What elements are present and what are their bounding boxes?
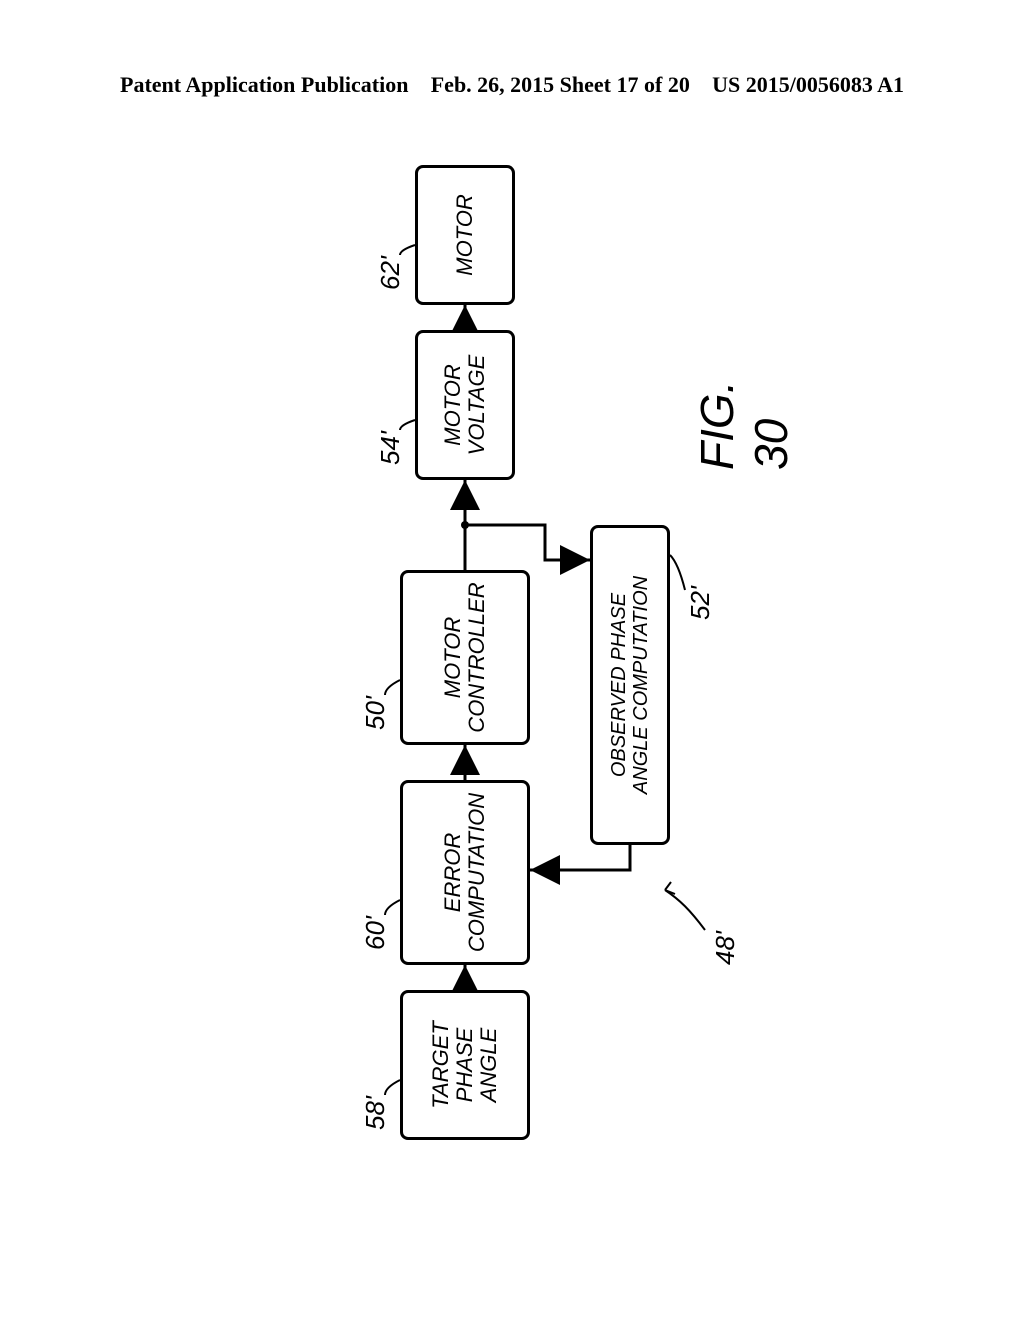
ref-50: 50': [360, 696, 391, 730]
block-label: MOTORCONTROLLER: [441, 582, 489, 732]
block-motor-controller: MOTORCONTROLLER: [400, 570, 530, 745]
block-label: MOTOR: [453, 194, 477, 275]
block-label: ERRORCOMPUTATION: [441, 793, 489, 952]
ref-54: 54': [375, 431, 406, 465]
block-label: MOTORVOLTAGE: [441, 355, 489, 456]
ref-58: 58': [360, 1096, 391, 1130]
figure-label: FIG. 30: [690, 340, 798, 470]
block-target-phase-angle: TARGETPHASEANGLE: [400, 990, 530, 1140]
block-label: TARGETPHASEANGLE: [429, 1021, 502, 1109]
block-observed-phase-angle: OBSERVED PHASEANGLE COMPUTATION: [590, 525, 670, 845]
block-error-computation: ERRORCOMPUTATION: [400, 780, 530, 965]
block-diagram: TARGETPHASEANGLE 58' ERRORCOMPUTATION 60…: [0, 340, 990, 1020]
header-left: Patent Application Publication: [120, 72, 408, 98]
header-center: Feb. 26, 2015 Sheet 17 of 20: [431, 72, 690, 98]
block-label: OBSERVED PHASEANGLE COMPUTATION: [608, 576, 652, 794]
ref-60: 60': [360, 916, 391, 950]
ref-48-overall: 48': [710, 931, 741, 965]
header-right: US 2015/0056083 A1: [712, 72, 904, 98]
ref-62: 62': [375, 256, 406, 290]
patent-header: Patent Application Publication Feb. 26, …: [0, 72, 1024, 98]
block-motor-voltage: MOTORVOLTAGE: [415, 330, 515, 480]
ref-52: 52': [685, 586, 716, 620]
block-motor: MOTOR: [415, 165, 515, 305]
diagram-rotated-wrapper: TARGETPHASEANGLE 58' ERRORCOMPUTATION 60…: [0, 340, 990, 1020]
